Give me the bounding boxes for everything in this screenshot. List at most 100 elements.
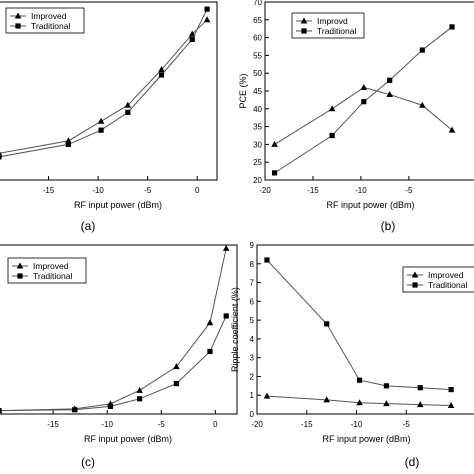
chart-panel-4: -20 -15 -10 -5 0 1 2 3 4 5 6 7 8 9 RF input power (dBm… <box>230 241 474 469</box>
y-tick-label: 1 <box>250 391 255 400</box>
x-tick-label: 0 <box>213 420 218 429</box>
series-line-square <box>274 26 453 174</box>
series-line-triangle <box>0 19 208 154</box>
x-tick-label: -15 <box>47 420 59 429</box>
plot-frame <box>256 244 474 415</box>
x-axis-title: RF input power (dBm) <box>326 200 414 210</box>
plot-frame <box>0 1 218 181</box>
y-tick-label: 2 <box>250 372 255 381</box>
data-point-triangle <box>136 386 143 393</box>
legend-marker-triangle <box>300 17 308 24</box>
y-tick-label: 45 <box>253 87 262 96</box>
x-tick-label: -10 <box>351 420 363 429</box>
series-line-triangle <box>266 395 452 407</box>
series-line-square <box>266 259 452 391</box>
x-tick-label: -5 <box>144 186 152 195</box>
data-point-square <box>207 348 213 355</box>
x-tick-label: -5 <box>405 186 413 195</box>
data-point-square <box>98 127 104 133</box>
legend-marker-triangle <box>411 271 419 278</box>
x-tick-label: -15 <box>307 186 319 195</box>
y-tick-label: 5 <box>250 316 255 325</box>
y-tick-label: 0 <box>250 410 255 419</box>
y-tick-label: 50 <box>253 69 262 78</box>
data-point-square <box>204 6 210 12</box>
chart-panel-3: -15 -10 -5 0 RF input power (dBm) ImprovedTra… <box>0 244 238 469</box>
plot-frame <box>0 244 238 415</box>
data-point-square <box>264 257 270 263</box>
panel-label: (d) <box>405 455 420 469</box>
data-point-square <box>387 77 393 83</box>
chart-panel-2: -20 -15 -10 -5 20 25 30 35 40 45 50 55 60 65 70 RF inpu… <box>238 0 474 233</box>
y-axis-title: Ripple coefficient (%) <box>230 287 240 372</box>
data-point-triangle <box>447 402 455 409</box>
y-tick-label: 7 <box>250 279 255 288</box>
data-point-square <box>448 386 454 393</box>
data-point-square <box>417 385 423 391</box>
data-point-square <box>189 36 195 42</box>
y-tick-label: 6 <box>250 297 255 306</box>
y-tick-label: 9 <box>250 241 255 250</box>
data-point-square <box>125 109 131 115</box>
data-point-triangle <box>360 83 368 90</box>
legend-box <box>7 257 87 284</box>
y-tick-label: 8 <box>250 260 255 269</box>
data-point-square <box>65 141 71 147</box>
y-tick-label: 70 <box>253 0 262 7</box>
data-point-square <box>329 132 335 139</box>
legend-box <box>402 266 474 293</box>
legend-label: Improvd <box>317 16 348 26</box>
legend-label: Traditional <box>317 26 356 36</box>
panel-label: (c) <box>81 455 95 469</box>
data-point-square <box>271 170 278 176</box>
data-point-square <box>0 154 2 160</box>
panel-label: (b) <box>381 219 396 233</box>
data-point-triangle <box>416 401 424 408</box>
x-tick-label: -15 <box>301 420 313 429</box>
legend-marker-square <box>412 282 418 288</box>
x-tick-label: -15 <box>43 186 55 195</box>
x-axis-title: RF input power (dBm) <box>322 434 410 444</box>
data-point-square <box>383 383 390 389</box>
panel-label: (a) <box>81 219 96 233</box>
data-point-triangle <box>206 319 214 326</box>
data-point-triangle <box>203 16 211 23</box>
x-tick-label: -10 <box>101 420 113 429</box>
data-point-square <box>173 380 180 387</box>
data-point-square <box>72 407 78 413</box>
legend-label: Improved <box>31 11 67 21</box>
y-tick-label: 40 <box>253 105 262 114</box>
data-point-square <box>158 72 165 78</box>
data-point-triangle <box>386 91 393 98</box>
legend-label: Traditional <box>31 21 70 31</box>
legend-label: Traditional <box>33 271 72 281</box>
legend-box <box>5 7 85 34</box>
data-point-square <box>324 321 330 327</box>
y-tick-label: 30 <box>253 140 262 149</box>
data-point-square <box>107 403 114 409</box>
data-point-triangle <box>271 140 278 147</box>
data-point-square <box>419 47 425 53</box>
x-tick-label: -5 <box>403 420 411 429</box>
data-point-triangle <box>124 101 132 108</box>
legend-marker-square <box>301 28 307 34</box>
data-point-triangle <box>328 105 336 112</box>
data-point-triangle <box>158 66 165 73</box>
data-point-triangle <box>383 400 390 407</box>
x-tick-label: -5 <box>158 420 166 429</box>
data-point-triangle <box>356 399 363 406</box>
series-line-square <box>0 315 227 412</box>
legend-marker-square <box>17 273 23 279</box>
chart-panel-1: -15 -10 -5 0 RF input power (dBm) ImprovedTra… <box>0 1 218 233</box>
x-tick-label: -20 <box>259 186 271 195</box>
legend-label: Traditional <box>428 280 467 290</box>
y-tick-label: 55 <box>253 51 262 60</box>
legend-marker-square <box>15 23 21 29</box>
x-tick-label: 0 <box>195 186 200 195</box>
legend-marker-triangle <box>14 12 22 19</box>
data-point-triangle <box>263 392 271 399</box>
